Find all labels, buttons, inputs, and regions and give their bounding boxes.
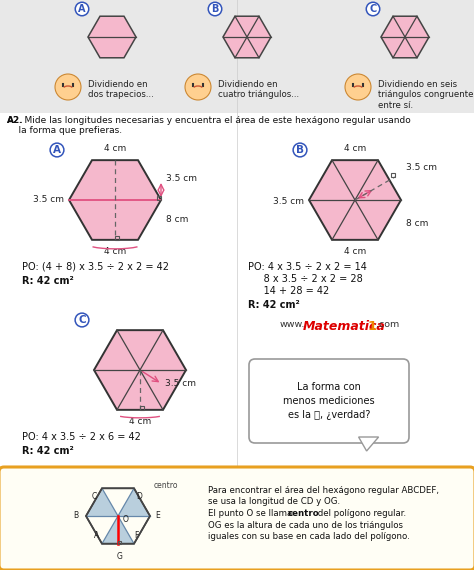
Text: www.: www. (280, 320, 305, 329)
Text: C: C (91, 492, 97, 501)
Text: A: A (78, 4, 86, 14)
Text: A2. Mide las longitudes necesarias y encuentra el área de este hexágono regular : A2. Mide las longitudes necesarias y enc… (7, 116, 411, 125)
Polygon shape (223, 16, 271, 58)
Text: 3.5 cm: 3.5 cm (33, 196, 64, 205)
Text: 3.5 cm: 3.5 cm (165, 379, 196, 388)
Polygon shape (381, 16, 429, 58)
Text: G: G (117, 552, 123, 561)
Text: C: C (369, 4, 377, 14)
Polygon shape (118, 488, 150, 516)
Text: A: A (53, 145, 61, 155)
Text: F: F (134, 531, 138, 540)
Text: La forma con
menos mediciones
es la Ⓒ, ¿verdad?: La forma con menos mediciones es la Ⓒ, ¿… (283, 382, 375, 420)
FancyBboxPatch shape (0, 467, 474, 570)
Text: A2.: A2. (7, 116, 24, 125)
Text: 4 cm: 4 cm (104, 247, 126, 256)
Text: 4 cm: 4 cm (129, 417, 151, 426)
Text: 8 x 3.5 ÷ 2 x 2 = 28: 8 x 3.5 ÷ 2 x 2 = 28 (248, 274, 363, 284)
Text: iguales con su base en cada lado del polígono.: iguales con su base en cada lado del pol… (208, 532, 410, 541)
Text: PO: (4 + 8) x 3.5 ÷ 2 x 2 = 42: PO: (4 + 8) x 3.5 ÷ 2 x 2 = 42 (22, 262, 169, 272)
Text: 3.5 cm: 3.5 cm (166, 174, 197, 182)
Bar (118, 541, 121, 544)
Polygon shape (94, 330, 186, 410)
Text: centro: centro (288, 509, 320, 518)
Circle shape (55, 74, 81, 100)
Text: OG es la altura de cada uno de los triángulos: OG es la altura de cada uno de los trián… (208, 520, 403, 530)
Text: 8 cm: 8 cm (406, 218, 428, 227)
Text: Dividiendo en seis
triángulos congruentes
entre sí.: Dividiendo en seis triángulos congruente… (378, 80, 474, 110)
FancyBboxPatch shape (0, 0, 474, 113)
Text: se usa la longitud de CD y OG.: se usa la longitud de CD y OG. (208, 498, 340, 507)
Polygon shape (309, 160, 401, 240)
Circle shape (185, 74, 211, 100)
Text: B: B (73, 511, 79, 520)
Polygon shape (102, 516, 134, 544)
Text: 8 cm: 8 cm (166, 215, 188, 225)
Circle shape (345, 74, 371, 100)
Text: PO: 4 x 3.5 ÷ 2 x 6 = 42: PO: 4 x 3.5 ÷ 2 x 6 = 42 (22, 432, 141, 442)
Text: la forma que prefieras.: la forma que prefieras. (7, 126, 122, 135)
Text: E: E (155, 511, 160, 520)
Text: del polígono regular.: del polígono regular. (315, 509, 406, 518)
Text: B: B (296, 145, 304, 155)
Text: Matematica: Matematica (303, 320, 386, 333)
Text: Dividiendo en
dos trapecios...: Dividiendo en dos trapecios... (88, 80, 154, 99)
Text: Para encontrar el área del hexágono regular ABCDEF,: Para encontrar el área del hexágono regu… (208, 486, 439, 495)
Bar (140, 406, 144, 410)
FancyBboxPatch shape (249, 359, 409, 443)
Text: Dividiendo en
cuatro triángulos...: Dividiendo en cuatro triángulos... (218, 80, 299, 99)
Polygon shape (69, 160, 161, 240)
Text: .com: .com (376, 320, 399, 329)
Text: 3.5 cm: 3.5 cm (406, 163, 437, 172)
FancyBboxPatch shape (0, 113, 474, 570)
Text: A: A (94, 531, 100, 540)
Text: PO: 4 x 3.5 ÷ 2 x 2 = 14: PO: 4 x 3.5 ÷ 2 x 2 = 14 (248, 262, 367, 272)
Text: B: B (211, 4, 219, 14)
Text: El punto O se llama: El punto O se llama (208, 509, 295, 518)
Polygon shape (88, 16, 136, 58)
Polygon shape (359, 437, 379, 451)
Text: R: 42 cm²: R: 42 cm² (248, 300, 300, 310)
Bar (115, 236, 119, 240)
Bar (391, 173, 395, 177)
Text: 1: 1 (368, 320, 377, 333)
Text: C: C (78, 315, 86, 325)
Bar (157, 196, 161, 200)
Text: 3.5 cm: 3.5 cm (273, 197, 304, 206)
Text: D: D (136, 492, 142, 501)
Text: centro: centro (154, 482, 179, 491)
Polygon shape (86, 488, 118, 516)
Text: 14 + 28 = 42: 14 + 28 = 42 (248, 286, 329, 296)
Text: R: 42 cm²: R: 42 cm² (22, 446, 74, 456)
Text: 4 cm: 4 cm (104, 144, 126, 153)
Text: R: 42 cm²: R: 42 cm² (22, 276, 74, 286)
Text: 4 cm: 4 cm (344, 144, 366, 153)
Text: O: O (123, 515, 129, 523)
Text: 4 cm: 4 cm (344, 247, 366, 256)
